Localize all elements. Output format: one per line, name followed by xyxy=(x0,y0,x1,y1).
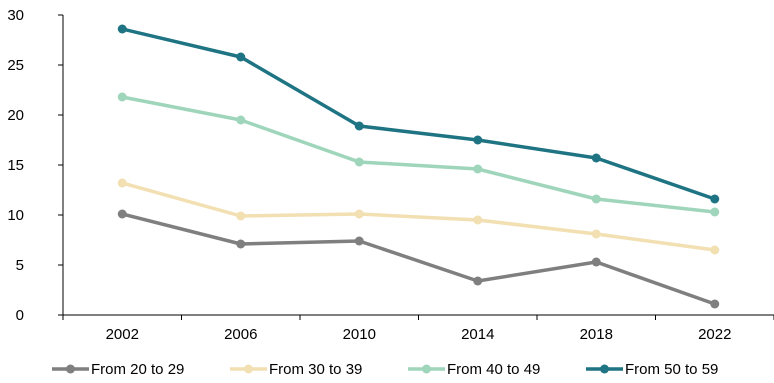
data-point xyxy=(354,209,364,219)
series-lines xyxy=(117,24,720,309)
series-2 xyxy=(117,178,720,255)
data-point xyxy=(591,257,601,267)
legend-item: From 50 to 59 xyxy=(586,361,718,378)
x-tick-label: 2014 xyxy=(461,326,494,343)
series-line xyxy=(120,95,717,214)
data-point xyxy=(236,239,246,249)
x-tick-label: 2010 xyxy=(343,326,376,343)
legend-swatch-marker xyxy=(600,364,609,374)
y-tick-label: 0 xyxy=(16,307,24,324)
data-point xyxy=(117,178,127,188)
data-point xyxy=(354,121,364,131)
data-point xyxy=(710,245,720,255)
data-point xyxy=(473,135,483,145)
x-axis-ticks: 2002 2006 2010 2014 2018 2022 xyxy=(62,315,774,343)
y-tick-label: 25 xyxy=(7,57,24,74)
data-point xyxy=(710,194,720,204)
legend-swatch-marker xyxy=(244,364,253,374)
series-line xyxy=(120,27,717,201)
x-tick-label: 2002 xyxy=(106,326,139,343)
legend-label: From 20 to 29 xyxy=(91,361,184,378)
data-point xyxy=(236,52,246,62)
series-1 xyxy=(117,209,720,309)
y-tick-label: 20 xyxy=(7,107,24,124)
legend-swatch-marker xyxy=(66,364,75,374)
data-point xyxy=(710,299,720,309)
data-point xyxy=(473,276,483,286)
data-point xyxy=(236,115,246,125)
data-point xyxy=(591,229,601,239)
legend-item: From 40 to 49 xyxy=(408,361,540,378)
data-point xyxy=(473,215,483,225)
data-point xyxy=(236,211,246,221)
series-line xyxy=(120,181,717,252)
data-point xyxy=(591,194,601,204)
y-tick-label: 5 xyxy=(16,257,24,274)
data-point xyxy=(591,153,601,163)
data-point xyxy=(473,164,483,174)
x-tick-label: 2022 xyxy=(698,326,731,343)
data-point xyxy=(354,236,364,246)
data-point xyxy=(117,209,127,219)
legend: From 20 to 29 From 30 to 39 From 40 to 49 F… xyxy=(52,361,718,378)
data-point xyxy=(117,92,127,102)
legend-swatch-marker xyxy=(422,364,431,374)
series-3 xyxy=(117,92,720,217)
legend-label: From 50 to 59 xyxy=(625,361,718,378)
x-tick-label: 2006 xyxy=(224,326,257,343)
legend-item: From 30 to 39 xyxy=(230,361,362,378)
data-point xyxy=(354,157,364,167)
legend-label: From 30 to 39 xyxy=(269,361,362,378)
x-tick-label: 2018 xyxy=(580,326,613,343)
y-axis-ticks: 0 5 10 15 20 25 30 xyxy=(7,7,63,324)
series-line xyxy=(120,212,717,306)
y-tick-label: 30 xyxy=(7,7,24,24)
y-tick-label: 10 xyxy=(7,207,24,224)
y-tick-label: 15 xyxy=(7,157,24,174)
legend-item: From 20 to 29 xyxy=(52,361,184,378)
series-4 xyxy=(117,24,720,204)
data-point xyxy=(710,207,720,217)
legend-label: From 40 to 49 xyxy=(447,361,540,378)
data-point xyxy=(117,24,127,34)
